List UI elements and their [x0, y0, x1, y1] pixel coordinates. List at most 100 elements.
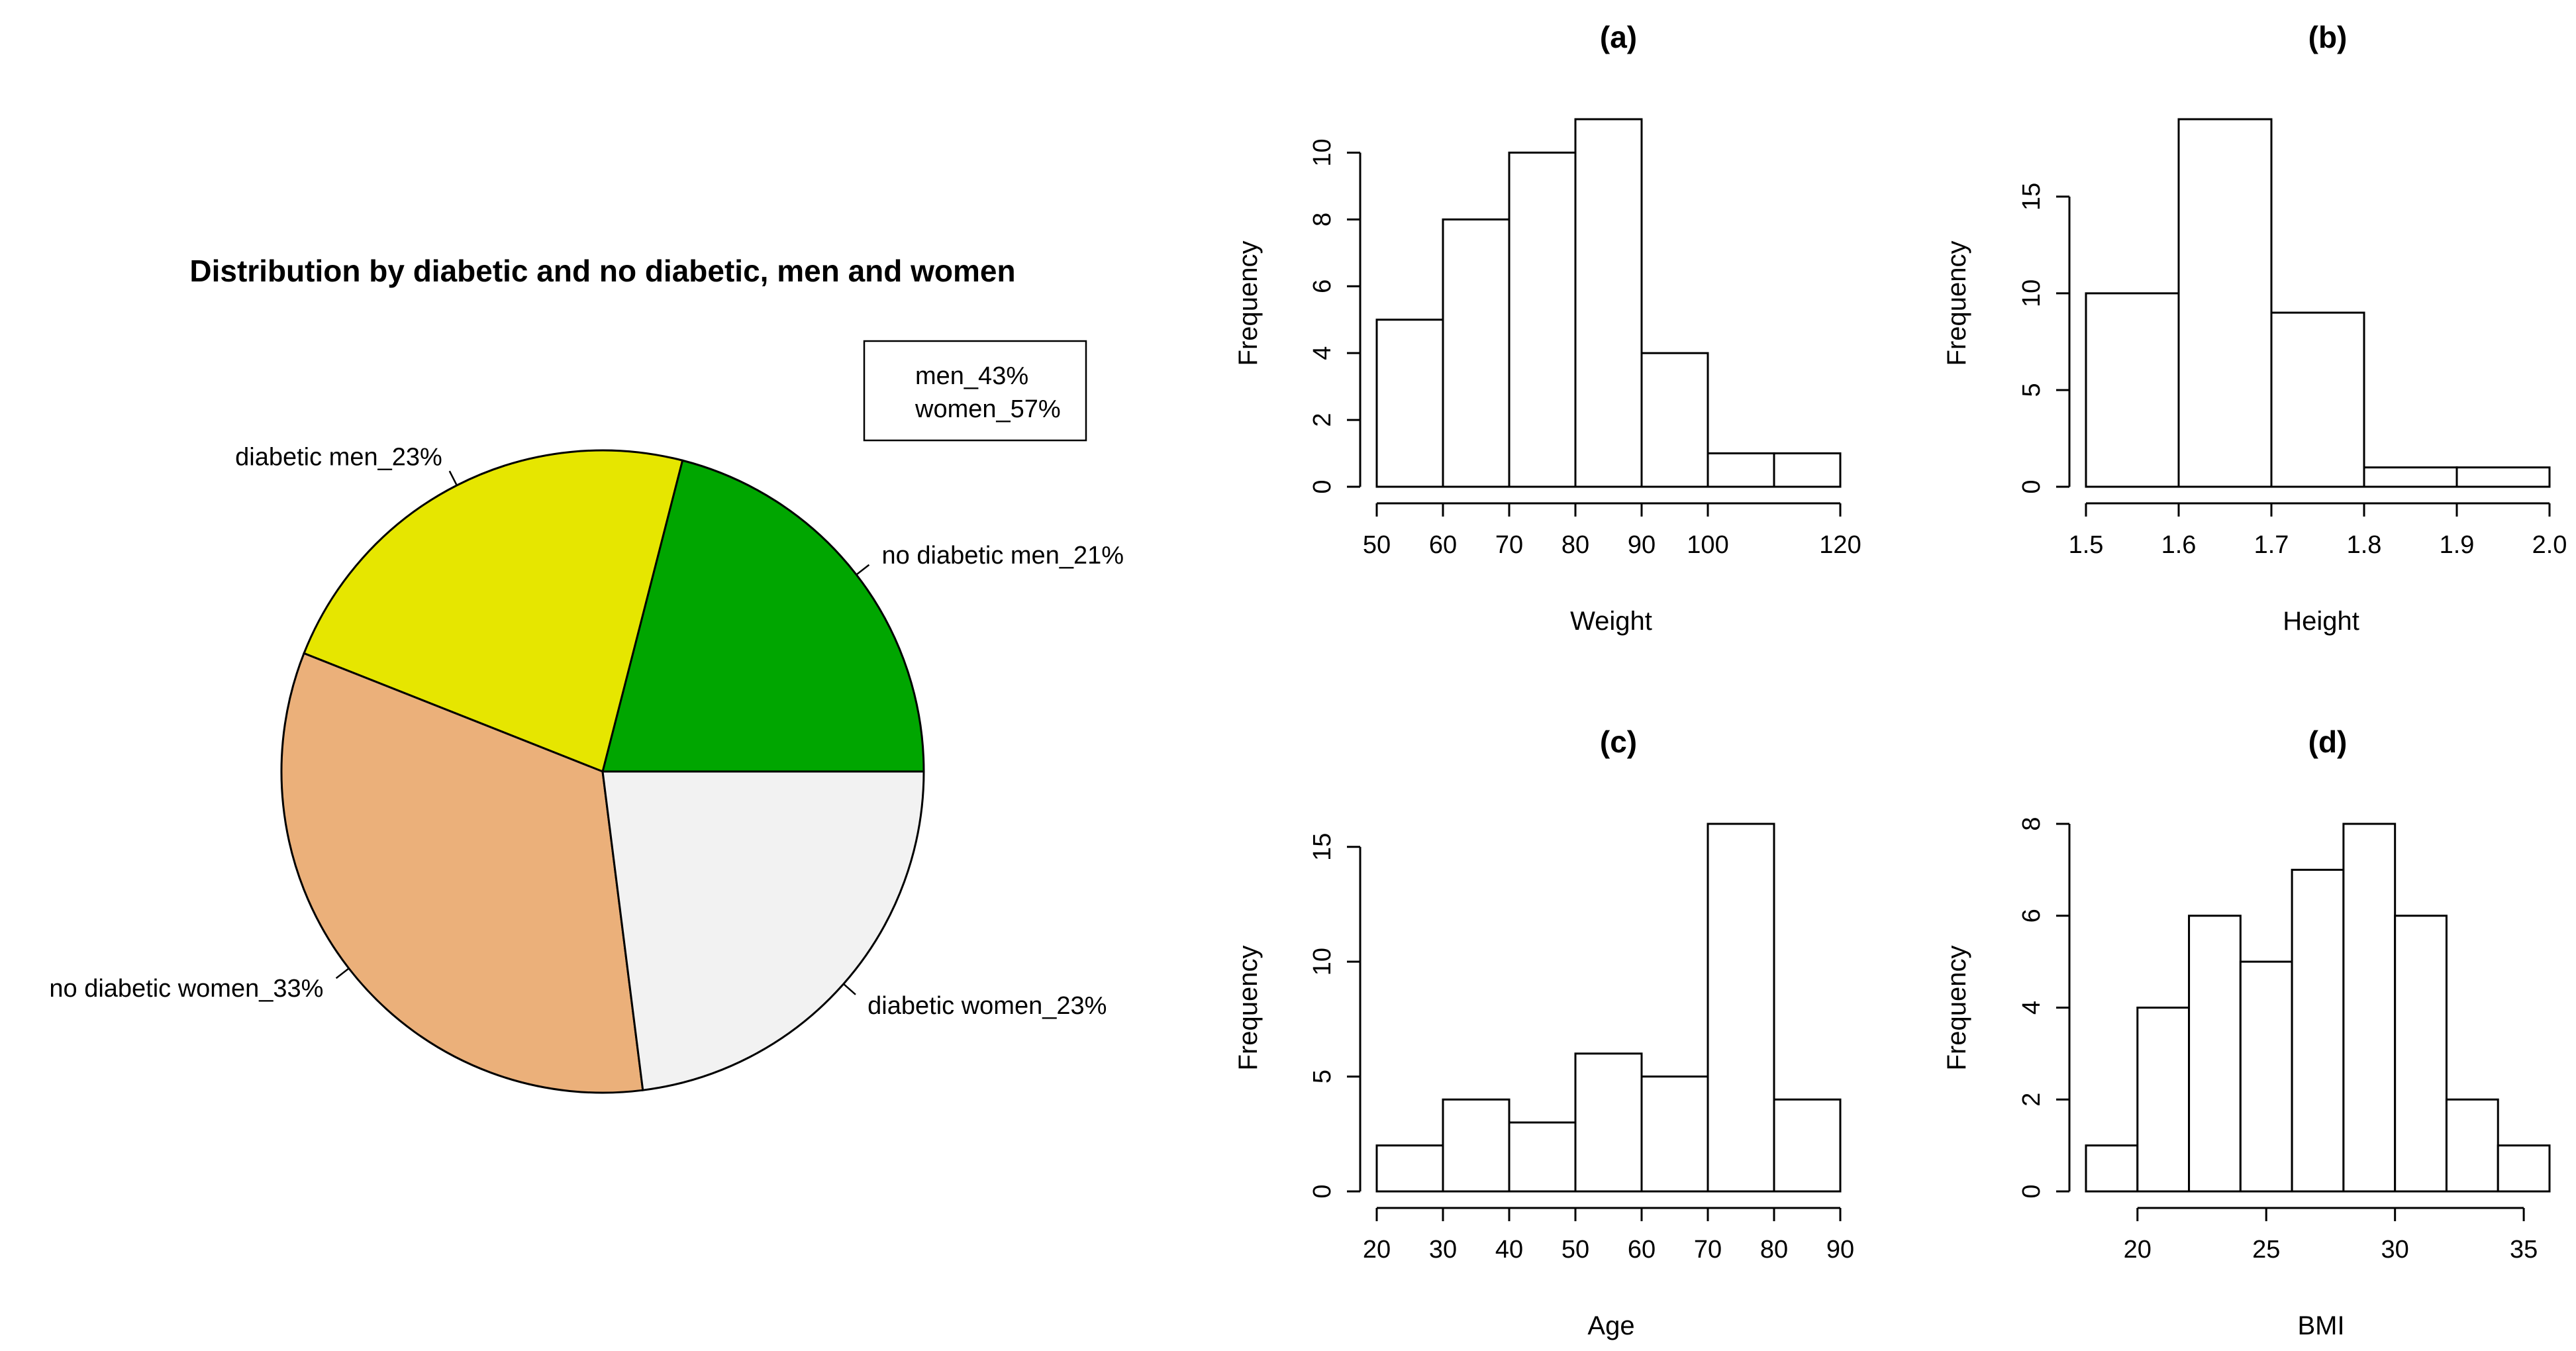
- y-tick-label: 0: [1309, 479, 1336, 493]
- y-tick-label: 10: [2018, 279, 2046, 307]
- y-tick-label: 15: [1309, 833, 1336, 861]
- pie-slices: [280, 449, 925, 1094]
- pie-labels: no diabetic men_21% diabetic men_23%no di…: [49, 444, 1124, 1020]
- x-axis-label: BMI: [2297, 1311, 2344, 1340]
- x-axis-label: Age: [1587, 1311, 1634, 1340]
- legend-box: [863, 340, 1087, 442]
- histogram-title: (b): [2308, 20, 2348, 54]
- x-tick-label: 80: [1760, 1236, 1788, 1264]
- histogram-bar: [2394, 915, 2448, 1193]
- pie-label-diabetic-women: diabetic women_23%: [867, 992, 1107, 1020]
- histogram-bar: [2239, 960, 2293, 1193]
- histogram-bar: [1442, 1098, 1511, 1193]
- histogram-bar: [2085, 292, 2180, 488]
- x-axis-label: Height: [2283, 607, 2359, 636]
- histogram-bar: [2291, 868, 2345, 1193]
- x-tick-label: 70: [1495, 531, 1523, 559]
- histogram-title: (a): [1600, 20, 1637, 54]
- pie-label-leader: [842, 983, 856, 995]
- histogram-bar: [2270, 311, 2365, 488]
- histogram-bar: [1375, 319, 1444, 488]
- pie-label-leader: [448, 470, 458, 486]
- x-tick-label: 50: [1561, 1236, 1589, 1264]
- histogram-a-weight: (a) Weight Frequency 0 2 4 6 8 10 50 60 70 80 90 10…: [1234, 20, 1861, 636]
- histogram-bar: [1508, 151, 1577, 488]
- legend-entry-men: men_43%: [915, 362, 1028, 390]
- x-tick-label: 30: [1429, 1236, 1457, 1264]
- histogram-bar: [2136, 1007, 2191, 1193]
- y-axis-label: Frequency: [1234, 946, 1263, 1071]
- pie-slice-no-diabetic-men: [601, 459, 925, 773]
- histogram-d-bmi: (d) BMI Frequency 0 2 4 6 8 20 25 30 35: [1942, 725, 2551, 1340]
- histogram-bar: [1640, 352, 1709, 488]
- histogram-bar: [2085, 1144, 2139, 1193]
- x-tick-label: 70: [1694, 1236, 1722, 1264]
- histogram-bar: [2497, 1144, 2551, 1193]
- histogram-bar: [1375, 1144, 1444, 1193]
- x-tick-label: 1.6: [2161, 531, 2197, 559]
- y-tick-label: 8: [1309, 213, 1336, 226]
- y-axis-label: Frequency: [1942, 241, 1971, 366]
- y-tick-label: 0: [2018, 1184, 2046, 1198]
- y-tick-label: 2: [2018, 1093, 2046, 1107]
- pie-label-leader: [856, 564, 870, 575]
- x-tick-label: 2.0: [2532, 531, 2567, 559]
- histogram-bar: [1773, 1098, 1842, 1193]
- x-tick-label: 1.8: [2347, 531, 2382, 559]
- histogram-bar: [1773, 452, 1842, 488]
- x-tick-label: 60: [1628, 1236, 1656, 1264]
- pie-chart-panel: Distribution by diabetic and no diabetic…: [49, 254, 1124, 1094]
- x-tick-label: 20: [1363, 1236, 1391, 1264]
- y-tick-label: 6: [2018, 909, 2046, 923]
- pie-label-diabetic-men: diabetic men_23%: [235, 444, 442, 472]
- x-tick-label: 90: [1826, 1236, 1854, 1264]
- x-tick-label: 80: [1561, 531, 1589, 559]
- histogram-bar: [2342, 823, 2397, 1193]
- histogram-bar: [1640, 1076, 1709, 1193]
- x-tick-label: 1.9: [2440, 531, 2475, 559]
- pie-slice-diabetic-women: [601, 770, 925, 1091]
- x-tick-label: 50: [1363, 531, 1391, 559]
- legend-entry-women: women_57%: [915, 395, 1061, 423]
- x-tick-label: 90: [1628, 531, 1656, 559]
- x-tick-label: 20: [2124, 1236, 2152, 1264]
- pie-label-no-diabetic-men: no diabetic men_21%: [882, 542, 1124, 570]
- x-tick-label: 25: [2252, 1236, 2280, 1264]
- histogram-title: (d): [2308, 725, 2348, 759]
- y-tick-label: 0: [1309, 1184, 1336, 1198]
- y-tick-label: 4: [2018, 1001, 2046, 1015]
- histogram-bar: [1442, 218, 1511, 488]
- histogram-bar: [1574, 118, 1643, 488]
- x-tick-label: 40: [1495, 1236, 1523, 1264]
- x-tick-label: 120: [1819, 531, 1861, 559]
- x-tick-label: 100: [1687, 531, 1728, 559]
- pie-chart-title: Distribution by diabetic and no diabetic…: [189, 254, 1015, 288]
- y-tick-label: 2: [1309, 413, 1336, 427]
- histogram-bar: [2363, 466, 2458, 488]
- pie-slice-no-diabetic-women: [280, 652, 644, 1094]
- pie-slice-diabetic-men: [303, 449, 684, 774]
- x-tick-label: 1.5: [2069, 531, 2104, 559]
- histogram-title: (c): [1600, 725, 1637, 759]
- y-tick-label: 6: [1309, 279, 1336, 293]
- y-tick-label: 5: [1309, 1070, 1336, 1083]
- histogram-bar: [2455, 466, 2551, 488]
- x-tick-label: 1.7: [2254, 531, 2289, 559]
- y-tick-label: 0: [2018, 479, 2046, 493]
- y-axis-label: Frequency: [1234, 241, 1263, 366]
- y-axis-label: Frequency: [1942, 946, 1971, 1071]
- y-tick-label: 10: [1309, 948, 1336, 976]
- histogram-bar: [1574, 1052, 1643, 1193]
- histogram-bar: [1508, 1121, 1577, 1193]
- histogram-c-age: (c) Age Frequency 0 5 10 15 20 30 40 50 60 70 80 90: [1234, 725, 1854, 1340]
- y-tick-label: 5: [2018, 383, 2046, 397]
- x-axis-label: Weight: [1570, 607, 1652, 636]
- pie-label-leader: [335, 968, 350, 979]
- histogram-bar: [2188, 915, 2242, 1193]
- histogram-bar: [1707, 823, 1775, 1193]
- y-tick-label: 10: [1309, 138, 1336, 166]
- histogram-b-height: (b) Height Frequency 0 5 10 15 1.5 1.6 1.7 1.8 1…: [1942, 20, 2567, 636]
- x-tick-label: 60: [1429, 531, 1457, 559]
- y-tick-label: 8: [2018, 817, 2046, 830]
- histogram-bar: [2445, 1098, 2499, 1193]
